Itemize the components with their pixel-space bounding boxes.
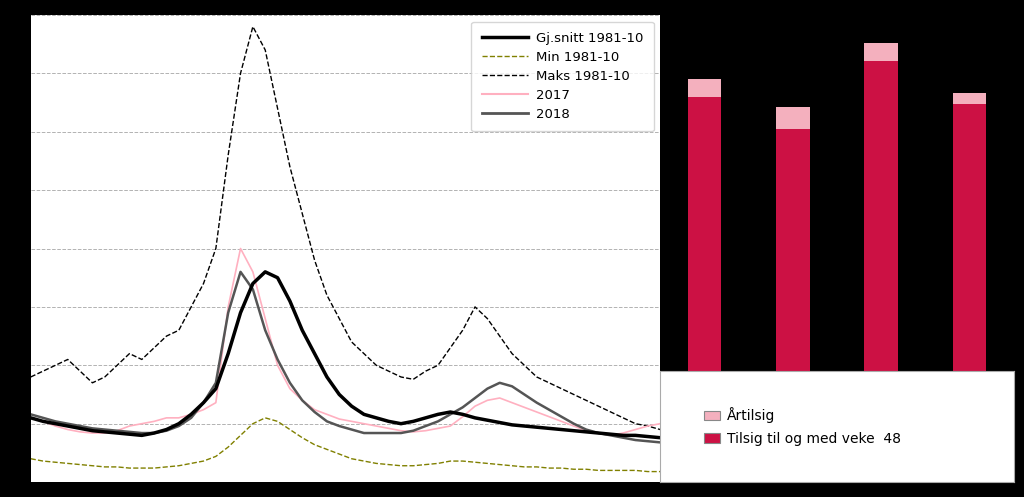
Bar xyxy=(687,79,721,97)
Legend: Gj.snitt 1981-10, Min 1981-10, Maks 1981-10, 2017, 2018: Gj.snitt 1981-10, Min 1981-10, Maks 1981… xyxy=(471,21,653,131)
Bar xyxy=(952,104,986,371)
Bar xyxy=(864,61,898,371)
Bar xyxy=(864,43,898,61)
Bar xyxy=(952,93,986,104)
Legend: Årtilsig, Tilsig til og med veke  48: Årtilsig, Tilsig til og med veke 48 xyxy=(695,399,909,454)
Bar xyxy=(776,107,810,129)
Bar xyxy=(776,129,810,371)
Bar xyxy=(687,97,721,371)
